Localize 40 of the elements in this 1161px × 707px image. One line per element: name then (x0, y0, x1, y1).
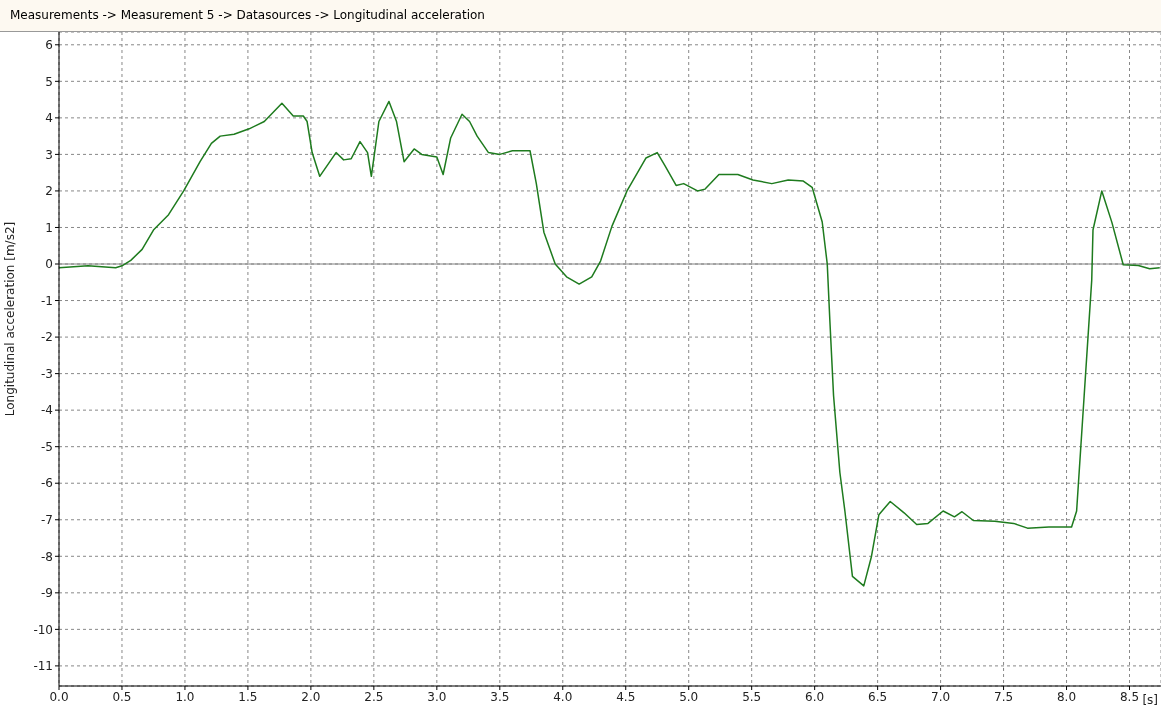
x-tick-label: 7.5 (994, 689, 1014, 704)
x-tick-label: 8.0 (1057, 689, 1077, 704)
x-tick-label: 4.0 (553, 689, 573, 704)
x-tick-label: 2.5 (364, 689, 384, 704)
x-tick-label: 5.5 (742, 689, 762, 704)
y-tick-label: -1 (41, 293, 53, 308)
x-tick-label: 2.0 (301, 689, 321, 704)
y-tick-label: -4 (41, 403, 53, 418)
x-tick-label: 1.0 (175, 689, 195, 704)
y-tick-label: 1 (45, 220, 53, 235)
y-tick-label: -10 (33, 622, 53, 637)
x-tick-label: 1.5 (238, 689, 258, 704)
y-tick-label: 3 (45, 147, 53, 162)
y-tick-label: -5 (41, 439, 53, 454)
y-tick-label: 6 (45, 38, 53, 53)
x-tick-label: 7.0 (931, 689, 951, 704)
chart-title: Measurements -> Measurement 5 -> Datasources -> Longitudinal acceleration (0, 0, 1161, 32)
x-tick-label: 6.0 (805, 689, 825, 704)
y-tick-label: -9 (41, 586, 53, 601)
y-tick-label: -8 (41, 549, 53, 564)
y-tick-label: -2 (41, 330, 53, 345)
y-tick-label: -11 (33, 659, 53, 674)
y-tick-label: 2 (45, 184, 53, 199)
x-tick-label: 6.5 (868, 689, 888, 704)
x-tick-label: 5.0 (679, 689, 699, 704)
x-tick-label: 0.5 (112, 689, 132, 704)
line-series (59, 100, 1161, 587)
y-tick-label: -3 (41, 366, 53, 381)
x-tick-label: 3.0 (427, 689, 447, 704)
x-tick-label: 4.5 (616, 689, 636, 704)
y-axis-title: Longitudinal acceleration [m/s2] (3, 221, 18, 417)
y-tick-label: -6 (41, 476, 53, 491)
x-axis-title: [s] (1142, 693, 1158, 707)
y-tick-label: 4 (45, 111, 53, 126)
y-tick-label: 5 (45, 74, 53, 89)
y-tick-label: -7 (41, 513, 53, 528)
x-tick-label: 3.5 (490, 689, 510, 704)
y-tick-label: 0 (45, 257, 53, 272)
x-tick-label: 0.0 (49, 689, 69, 704)
x-tick-label: 8.5 (1119, 689, 1140, 704)
